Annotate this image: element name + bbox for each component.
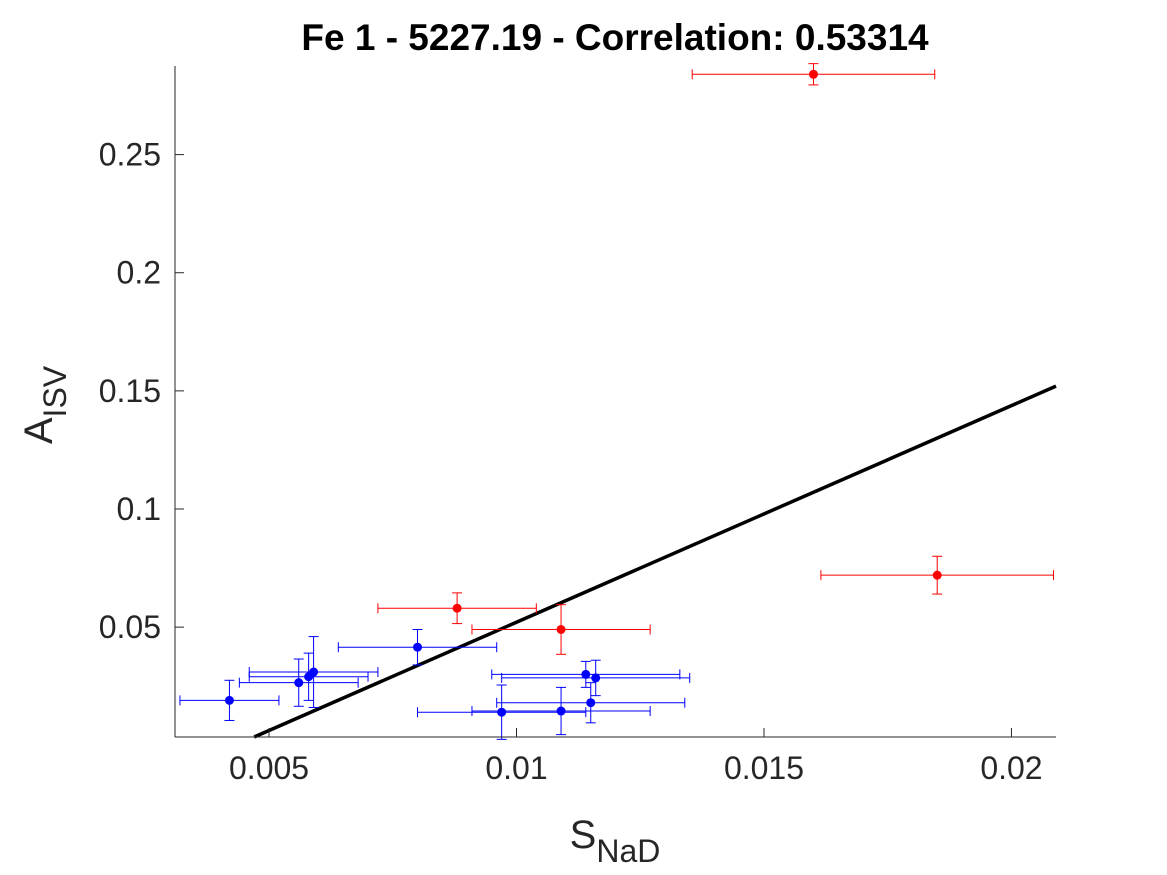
plot-area — [179, 63, 1057, 740]
y-axis-label-main: A — [17, 417, 61, 444]
data-point — [497, 707, 507, 717]
data-point-group — [179, 679, 280, 721]
x-tick-label: 0.005 — [229, 750, 309, 786]
data-point — [413, 642, 423, 652]
data-point — [224, 695, 234, 705]
y-axis-label-sub: ISV — [37, 365, 73, 417]
data-point-group — [501, 659, 691, 697]
y-tick-label: 0.05 — [99, 609, 161, 645]
y-tick-label: 0.1 — [117, 491, 161, 527]
data-point-group — [377, 592, 537, 625]
y-axis-ticks: 0.05 0.1 0.15 0.2 0.25 — [99, 137, 184, 645]
data-point — [586, 698, 596, 708]
x-tick-label: 0.01 — [485, 750, 547, 786]
x-axis-label-main: S — [570, 813, 597, 857]
x-tick-label: 0.015 — [724, 750, 804, 786]
data-point — [294, 678, 304, 688]
data-point — [932, 570, 942, 580]
data-point-group — [496, 682, 686, 724]
x-tick-label: 0.02 — [980, 750, 1042, 786]
x-axis-label-sub: NaD — [596, 833, 660, 869]
data-point-group — [471, 604, 651, 655]
data-point-group — [491, 660, 681, 688]
data-point-group — [238, 658, 359, 707]
chart-title: Fe 1 - 5227.19 - Correlation: 0.53314 — [301, 17, 929, 58]
data-point — [808, 69, 818, 79]
data-point-group — [337, 628, 498, 666]
y-axis-label: AISV — [17, 365, 73, 444]
y-tick-label: 0.15 — [99, 373, 161, 409]
data-point-group — [248, 636, 379, 708]
x-axis-ticks: 0.005 0.01 0.015 0.02 — [229, 728, 1043, 786]
data-point-group — [820, 555, 1055, 595]
data-point-group — [691, 63, 936, 86]
y-tick-label: 0.2 — [117, 255, 161, 291]
fit-line — [253, 384, 1057, 739]
y-tick-label: 0.25 — [99, 137, 161, 173]
data-point — [591, 673, 601, 683]
data-point — [581, 669, 591, 679]
x-axis-label: SNaD — [570, 813, 661, 869]
data-point-group — [471, 686, 651, 736]
data-point — [556, 706, 566, 716]
data-point — [452, 603, 462, 613]
data-point — [556, 624, 566, 634]
data-point — [309, 667, 319, 677]
